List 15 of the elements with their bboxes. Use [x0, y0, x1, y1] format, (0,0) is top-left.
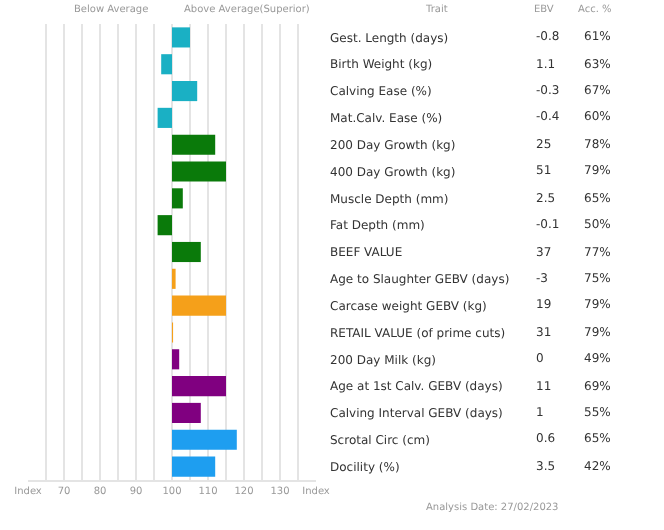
bar — [172, 161, 226, 182]
bar — [172, 241, 201, 263]
bar — [172, 295, 226, 316]
bar — [172, 429, 237, 450]
bar — [172, 188, 183, 209]
bar — [172, 27, 190, 48]
bar — [172, 81, 198, 102]
bar — [161, 54, 172, 75]
bar — [172, 456, 216, 477]
bar — [157, 107, 172, 128]
bar — [172, 134, 216, 155]
bar — [172, 402, 201, 423]
bar — [157, 215, 172, 236]
bar — [172, 376, 226, 397]
bar — [172, 349, 180, 370]
